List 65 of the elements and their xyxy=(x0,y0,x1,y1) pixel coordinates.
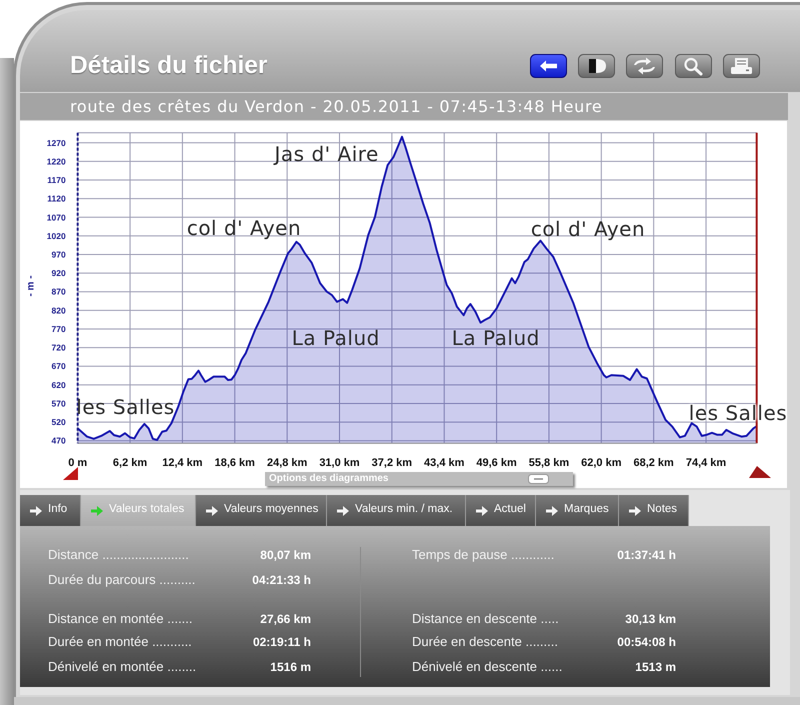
x-tick-label: 18,6 km xyxy=(214,457,256,470)
text: Info xyxy=(48,502,68,517)
text: 80,07 km xyxy=(259,547,311,563)
x-tick-label: 68,2 km xyxy=(633,457,674,470)
x-tick-label: 55,8 km xyxy=(528,457,570,470)
y-tick-label: 770 xyxy=(52,324,66,334)
text: 00:54:08 h xyxy=(616,634,676,650)
text: Durée du parcours .......... xyxy=(48,572,196,588)
y-tick-label: 820 xyxy=(52,305,66,316)
text: Durée en descente ......... xyxy=(412,634,558,650)
y-tick-label: 720 xyxy=(52,342,66,353)
y-tick-label: 1270 xyxy=(46,138,66,148)
y-axis-title: - m - xyxy=(26,275,36,297)
annotation: les Salles xyxy=(76,394,175,418)
annotation: La Palud xyxy=(292,326,380,350)
text: 1513 m xyxy=(634,659,676,675)
text: Dénivelé en montée ........ xyxy=(48,659,196,675)
y-tick-label: 570 xyxy=(52,398,66,408)
annotation: La Palud xyxy=(452,326,540,350)
text: 27,66 km xyxy=(259,611,311,627)
text: Distance en montée ....... xyxy=(48,611,193,627)
x-tick-label: 6,2 km xyxy=(112,457,148,470)
y-tick-label: 1220 xyxy=(46,156,66,166)
y-tick-label: 970 xyxy=(52,250,66,260)
x-tick-label: 62,0 km xyxy=(581,457,622,470)
x-tick-label: 0 m xyxy=(68,457,88,470)
y-tick-label: 1020 xyxy=(46,230,66,241)
annotation: Jas d' Aire xyxy=(274,142,379,166)
x-tick-label: 49,6 km xyxy=(476,457,517,470)
text: Distance en descente ..... xyxy=(412,611,559,627)
text: 02:19:11 h xyxy=(252,634,311,650)
text: Distance ........................ xyxy=(48,547,189,563)
text: Valeurs totales xyxy=(109,502,184,517)
y-tick-label: 870 xyxy=(52,286,66,297)
x-tick-label: 43,4 km xyxy=(424,457,465,470)
annotation: col d' Ayen xyxy=(530,217,646,241)
x-tick-label: 24,8 km xyxy=(266,457,308,470)
y-tick-label: 670 xyxy=(52,361,66,372)
chart-title: Détails du fichier xyxy=(70,51,268,81)
y-tick-label: 1070 xyxy=(46,212,66,222)
y-tick-label: 620 xyxy=(52,380,66,390)
x-tick-label: 12,4 km xyxy=(162,457,203,470)
text: Actuel xyxy=(494,502,526,517)
y-tick-label: 920 xyxy=(52,268,66,278)
text: Durée en montée ........... xyxy=(48,634,192,650)
text: 30,13 km xyxy=(624,611,676,627)
y-tick-label: 1120 xyxy=(47,194,66,204)
text: Temps de pause ............ xyxy=(412,547,554,563)
text: Valeurs min. / max. xyxy=(355,502,453,517)
options-toolbar: Options des diagrammes xyxy=(265,472,573,486)
text: 1516 m xyxy=(269,659,311,675)
x-tick-label: 31,0 km xyxy=(319,457,360,470)
text: Valeurs moyennes xyxy=(224,502,318,517)
x-tick-label: 37,2 km xyxy=(372,457,412,470)
y-tick-label: 520 xyxy=(52,417,66,428)
text: 04:21:33 h xyxy=(251,572,311,588)
x-tick-label: 74,4 km xyxy=(686,457,726,470)
text: Notes xyxy=(647,502,678,517)
y-tick-label: 1170 xyxy=(47,175,66,186)
annotation: col d' Ayen xyxy=(186,216,302,240)
text: 01:37:41 h xyxy=(616,547,676,563)
text: Dénivelé en descente ...... xyxy=(412,659,562,675)
text: Marques xyxy=(564,502,609,517)
y-tick-label: 470 xyxy=(52,436,66,446)
chart-subtitle: route des crêtes du Verdon - 20.05.2011 - 07:45-13:48 Heure xyxy=(70,96,602,118)
